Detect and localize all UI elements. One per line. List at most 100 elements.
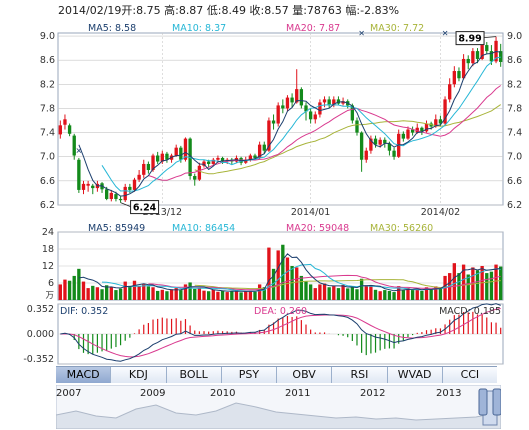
annotation-label: 6.24 — [133, 203, 157, 214]
volume-bar-down — [165, 291, 169, 300]
candle-down — [438, 119, 443, 124]
annotation-leader — [484, 36, 497, 39]
volume-bar-up — [369, 286, 373, 300]
y-tick-label-right: 7.0 — [507, 152, 522, 163]
y-tick-label-left: 7.0 — [40, 152, 55, 163]
volume-bar-down — [438, 288, 443, 300]
tab-obv[interactable]: OBV — [277, 367, 333, 383]
candle-up — [63, 119, 67, 125]
volume-bar-up — [197, 288, 202, 300]
legend-item: MA5: 8.58 — [88, 23, 136, 34]
candle-up — [313, 114, 317, 120]
volume-bar-down — [499, 266, 503, 300]
candle-up — [452, 71, 456, 85]
y-tick-label-right: 8.2 — [507, 79, 522, 90]
event-marker-icon: ✕ — [442, 29, 449, 38]
tab-kdj[interactable]: KDJ — [111, 367, 167, 383]
tab-boll[interactable]: BOLL — [166, 367, 222, 383]
volume-bar-down — [100, 289, 104, 300]
annotation-label: 8.99 — [458, 34, 481, 45]
candle-down — [499, 51, 503, 62]
volume-bar-up — [415, 289, 419, 300]
x-tick-label: 2014/02 — [421, 207, 460, 218]
volume-bar-down — [155, 290, 160, 300]
volume-bar-down — [67, 280, 72, 300]
volume-bar-up — [86, 288, 90, 300]
volume-bar-up — [318, 284, 322, 300]
candle-up — [364, 150, 368, 160]
tab-macd[interactable]: MACD — [56, 367, 112, 383]
candle-down — [105, 189, 109, 199]
volume-bar-down — [489, 271, 494, 300]
volume-bar-down — [392, 292, 396, 300]
tab-cci[interactable]: CCI — [442, 367, 497, 383]
volume-bar-up — [58, 284, 62, 300]
candle-up — [434, 119, 438, 127]
tab-psy[interactable]: PSY — [221, 367, 277, 383]
candle-down — [466, 58, 470, 64]
volume-bar-down — [475, 270, 480, 300]
event-marker-icon: ✕ — [76, 147, 83, 156]
candle-up — [183, 138, 188, 160]
candle-up — [257, 144, 262, 158]
range-handle-right[interactable] — [492, 388, 501, 416]
y-tick-label-right: 8.6 — [507, 55, 522, 66]
candle-down — [485, 45, 489, 52]
volume-bar-up — [341, 284, 345, 300]
candle-up — [406, 129, 410, 139]
volume-bar-up — [332, 286, 336, 300]
volume-ma5-line — [78, 253, 501, 292]
candle-up — [142, 163, 146, 175]
volume-tick-label: 6 — [48, 278, 54, 289]
range-handle-left[interactable] — [478, 388, 488, 416]
candle-down — [91, 185, 95, 189]
volume-bar-down — [383, 290, 387, 300]
event-marker-icon: ✕ — [358, 29, 365, 38]
volume-bar-down — [387, 290, 392, 300]
volume-bar-up — [285, 257, 290, 300]
tab-wvad[interactable]: WVAD — [387, 367, 443, 383]
candle-up — [202, 161, 206, 166]
stock-chart[interactable]: 6.2 6.2 6.6 6.6 7.0 7.0 7.4 7.4 7.8 7.8 8.2 8.2 8.6 8… — [0, 0, 529, 366]
candle-down — [475, 51, 480, 59]
volume-unit-label: 万 — [45, 291, 54, 301]
volume-bar-up — [494, 264, 498, 300]
candle-down — [146, 163, 151, 170]
y-tick-label-right: 6.6 — [507, 176, 522, 187]
volume-bar-up — [424, 287, 429, 300]
volume-tick-label: 12 — [42, 261, 54, 272]
y-tick-label-right: 9.0 — [507, 31, 522, 42]
volume-bar-down — [262, 287, 266, 300]
volume-bar-down — [72, 275, 76, 300]
volume-bar-up — [452, 263, 456, 300]
annotation-box — [130, 200, 160, 215]
candle-down — [387, 143, 392, 151]
volume-bar-down — [485, 273, 489, 300]
candle-up — [341, 101, 345, 104]
quote-header: 2014/02/19开:8.75 高:8.87 低:8.49 收:8.57 量:… — [58, 2, 399, 18]
volume-bar-down — [77, 268, 81, 300]
tab-rsi[interactable]: RSI — [332, 367, 388, 383]
volume-bar-up — [142, 284, 146, 300]
candle-up — [443, 99, 447, 124]
y-tick-label-left: 8.6 — [40, 55, 55, 66]
candle-up — [109, 192, 113, 199]
volume-bar-down — [373, 289, 378, 300]
legend-item: MA10: 8.37 — [172, 23, 226, 34]
candle-down — [457, 71, 461, 79]
candle-down — [262, 144, 266, 151]
candle-up — [132, 179, 137, 190]
volume-bar-up — [109, 286, 113, 300]
dea-legend: DEA: 0.260 — [254, 306, 307, 317]
candle-down — [72, 135, 76, 156]
quote-low: 低:8.49 — [206, 4, 247, 17]
candle-down — [401, 133, 406, 139]
volume-bar-down — [350, 287, 355, 300]
volume-bar-up — [248, 290, 253, 300]
overview-navigator[interactable]: 2007 2009 2010 2011 2012 2013 — [56, 385, 501, 429]
candle-down — [383, 139, 387, 144]
overview-year: 2007 — [56, 388, 81, 399]
candle-down — [304, 105, 308, 112]
macd-tick-label: 0.352 — [27, 304, 54, 315]
y-tick-label-left: 7.4 — [40, 128, 55, 139]
